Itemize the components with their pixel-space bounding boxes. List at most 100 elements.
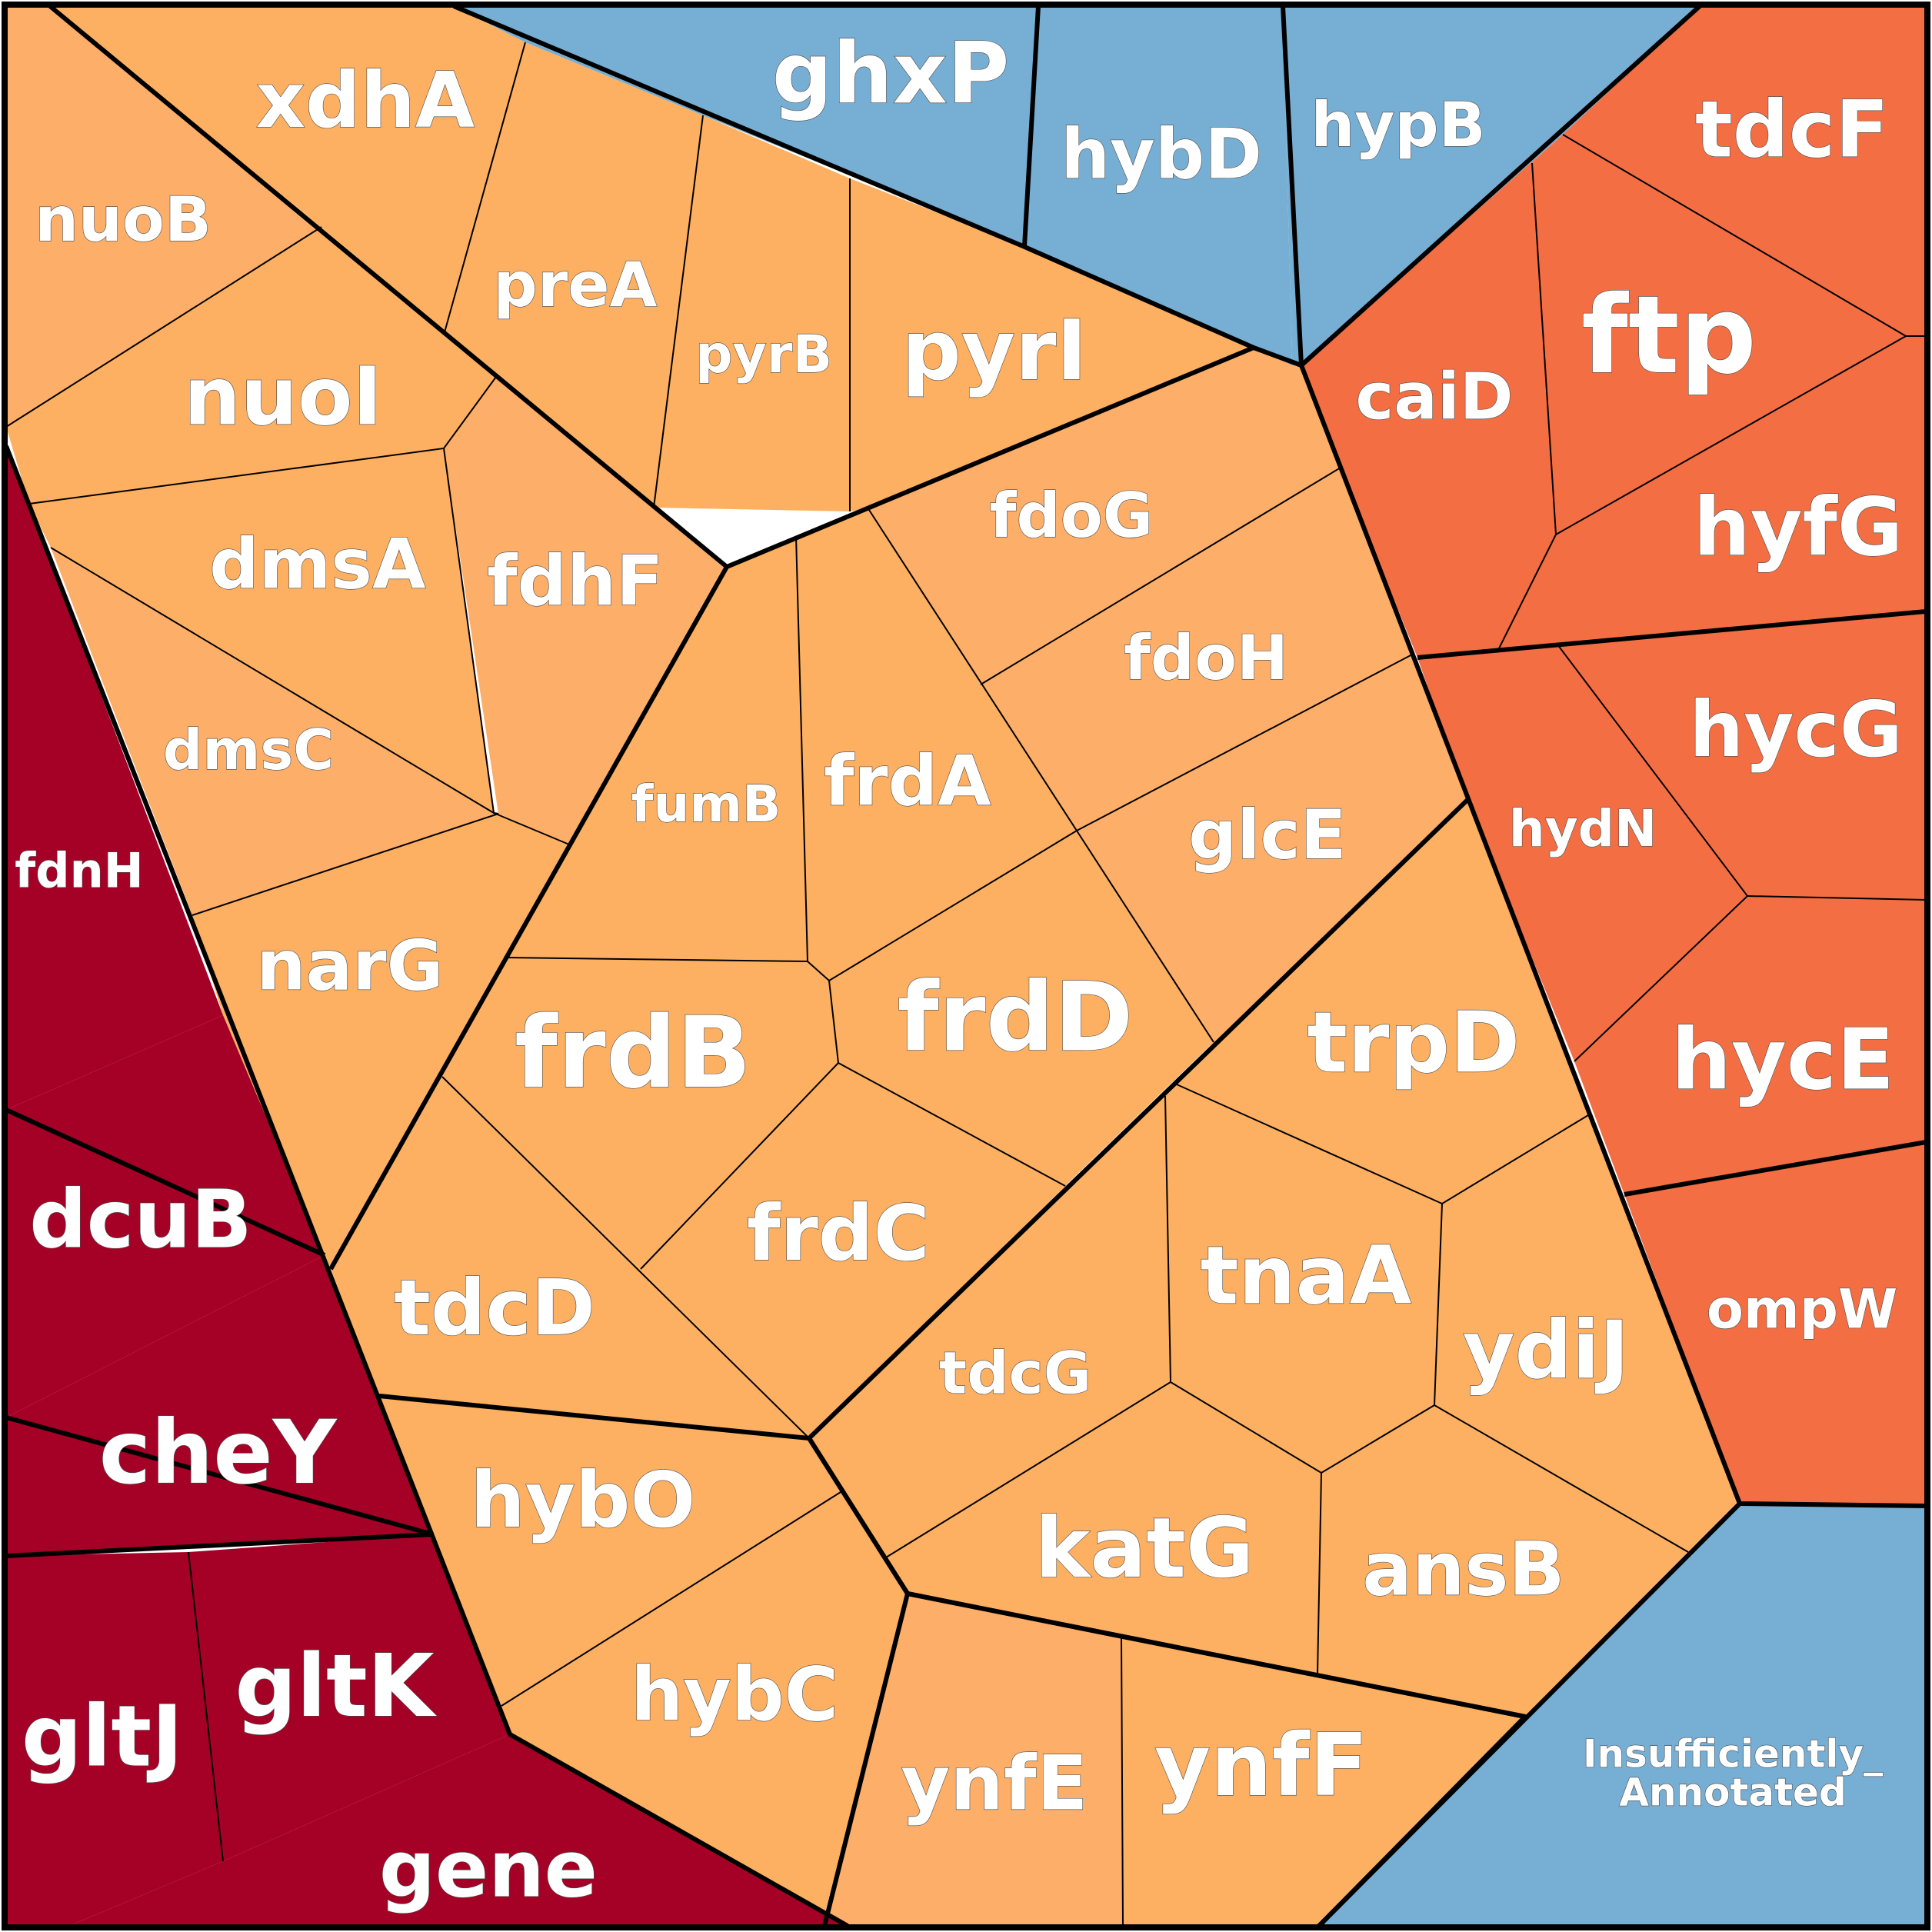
cell-label-pyri: pyrI [901,303,1087,399]
cell-label-frdb: frdB [515,996,751,1111]
cell-label-frdc: frdC [747,1188,930,1278]
cell-label-trpd: trpD [1307,994,1521,1092]
cell-label-ydij: ydiJ [1463,1303,1630,1397]
cell-border-0 [5,226,322,428]
cell-ompw [1624,1142,1926,1506]
cell-label-xdha: xdhA [256,55,475,145]
cell-label-ynff: ynfF [1154,1716,1368,1816]
cell-border-22 [1121,1636,1124,1927]
cell-ftp [1532,135,1906,535]
cell-border-23 [188,1551,224,1862]
cell-label-glce: glcE [1188,795,1346,874]
cell-border-19 [1434,1404,1689,1553]
cell-fdnh [6,446,223,1110]
cell-ansb [1317,1405,1688,1717]
cell-nuoi [6,227,496,504]
cell-katg [809,1382,1321,1674]
cell-xdha [50,6,525,332]
cell-label-fdnh: fdnH [15,843,143,899]
cell-label-katg: katG [1035,1501,1254,1597]
cell-label-gltk: gltK [235,1637,438,1737]
group-border-15 [48,4,728,569]
cell-label-hycg: hycG [1689,685,1903,774]
cell-label-hyfg: hyfG [1694,480,1903,574]
cell-fdhf [444,377,723,844]
cell-border-6 [50,547,495,814]
cell-trpd [1177,800,1588,1204]
cell-label-frda: frdA [824,741,991,822]
cell-hycg [1557,611,1926,900]
cell-border-2 [653,115,704,508]
cell-label-ghxp: ghxP [772,25,1010,123]
cell-label-hybd: hybD [1061,115,1262,195]
group-border-7 [1299,4,1702,368]
group-border-14 [378,1394,810,1441]
cell-border-12 [980,467,1341,685]
group-border-2 [5,1415,434,1537]
cell-label-tdcd: tdcD [394,1263,595,1353]
cell-label-hybo: hybO [471,1455,696,1545]
cell-frdd [829,831,1214,1186]
cell-label-chey: cheY [99,1401,338,1504]
cell-label-fdoh: fdoH [1124,622,1288,694]
group-border-1 [5,1108,326,1257]
cell-dmsc [51,548,498,915]
cell-label-frdd: frdD [898,962,1134,1073]
cell-gene [69,1734,848,1926]
cell-border-18 [1441,1114,1589,1204]
cell-ynfe [824,1594,1123,1926]
cell-frda [796,508,1077,981]
cell-label-ynfe: ynfE [901,1740,1088,1827]
cell-label-fdhf: fdhF [487,541,663,622]
cell-label-nuob: nuoB [35,184,212,255]
cell-tdcf [1563,6,1926,336]
cell-tdcg [809,1096,1171,1557]
cell-hyfg [1498,336,1926,650]
cell-dmsa [29,448,494,813]
cell-hybo [379,1396,841,1706]
cell-border-13 [1076,653,1414,831]
cell-label-nuoi: nuoI [184,349,382,443]
cell-label-gene: gene [379,1824,598,1916]
cell-fdog [868,348,1341,685]
cell-border-11 [867,507,1214,1043]
cell-label-dcub: dcuB [29,1172,251,1266]
cell-pyri [850,178,1254,511]
cell-label-insufficiently-annotated: Insufficiently_ Annotated [1583,1732,1883,1815]
cell-border-20 [1317,1472,1322,1675]
cell-nuob [6,6,321,427]
cell-label-dmsa: dmsA [209,525,426,605]
group-border-3 [5,1532,434,1558]
cell-label-pyrb: pyrB [695,325,832,385]
cell-label-prea: preA [494,249,658,321]
cell-label-caid: caiD [1356,358,1514,434]
cell-tdcd [331,1077,809,1438]
cell-fdoh [981,468,1414,831]
group-border-5 [1022,5,1041,247]
cell-label-hybc: hybC [631,1652,838,1738]
cell-border-21 [501,1491,841,1707]
group-border-11 [1417,609,1927,660]
cell-hydn [1417,645,1747,1061]
cell-label-tdcf: tdcF [1695,85,1889,176]
cell-border-7 [493,812,570,845]
cell-ynff [1121,1637,1525,1926]
cell-label-tdcg: tdcG [939,1339,1091,1407]
group-border-6 [1281,5,1304,366]
group-border-4 [452,4,1303,368]
group-border-12 [1624,1140,1927,1197]
cell-label-fumb: fumB [631,774,781,834]
cell-tnaa [1165,1084,1442,1473]
cell-prea [445,42,703,508]
cell-label-hydn: hydN [1509,799,1657,858]
cell-frdb [442,958,838,1269]
group-border-0 [4,445,849,1928]
cell-border-15 [441,1076,810,1439]
group-border-17 [907,1591,1527,1928]
cell-border-10 [828,830,1078,981]
cell-label-tnaa: tnaA [1201,1228,1411,1322]
cell-border-26 [1555,335,1907,535]
cell-caid [1301,135,1563,658]
cell-label-gltj: gltJ [22,1687,183,1786]
